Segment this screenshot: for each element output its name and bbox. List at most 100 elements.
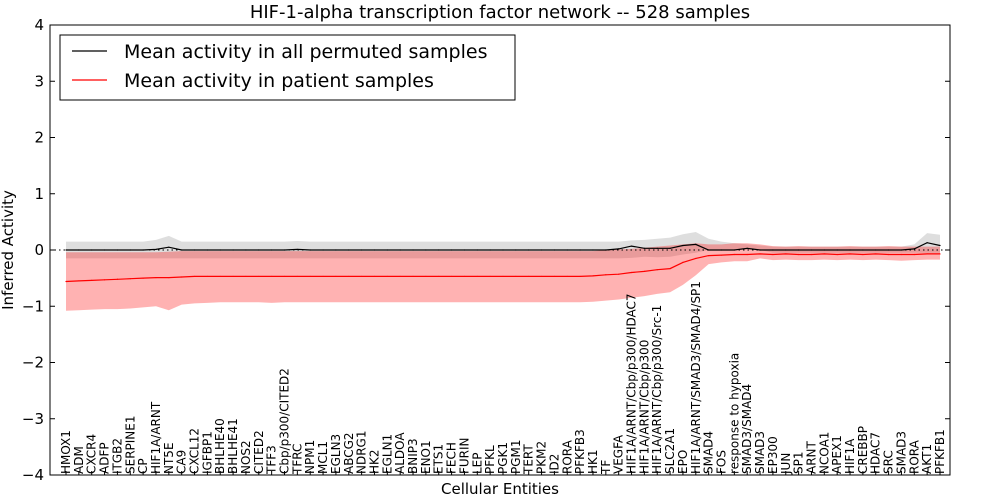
permuted-point-6 (142, 249, 144, 251)
permuted-point-9 (181, 249, 183, 251)
y-tick-label-5: 1 (34, 185, 44, 203)
permuted-point-1 (78, 249, 80, 251)
patient-point-42 (605, 274, 607, 276)
x-tick-label-22: ABCG2 (342, 432, 356, 474)
patient-point-1 (78, 280, 80, 282)
permuted-point-32 (476, 249, 478, 251)
permuted-point-58 (810, 249, 813, 251)
axes: −4 −3 −2 −1 0 1 2 3 4 (22, 16, 951, 484)
permuted-point-18 (296, 248, 298, 251)
patient-point-46 (656, 269, 658, 271)
patient-point-44 (630, 271, 633, 274)
x-tick-label-1: ADM (72, 446, 86, 474)
x-tick-label-35: PGM1 (509, 439, 523, 474)
permuted-point-22 (348, 249, 350, 251)
permuted-point-51 (720, 249, 723, 251)
patient-point-55 (772, 253, 774, 256)
y-tick-label-4: 0 (34, 241, 44, 259)
patient-point-35 (515, 275, 517, 278)
permuted-point-68 (939, 244, 941, 247)
patient-point-34 (502, 275, 504, 278)
permuted-point-42 (605, 249, 607, 251)
y-tick-label-0: −4 (22, 466, 44, 484)
x-tick-label-3: ADFP (98, 442, 112, 474)
patient-point-16 (271, 275, 273, 278)
patient-point-26 (399, 275, 401, 278)
permuted-point-8 (168, 246, 170, 248)
x-tick-label-67: AKT1 (920, 444, 934, 474)
x-tick-label-30: FECH (445, 442, 459, 474)
x-tick-label-46: HIF1A/ARNT/Cbp/p300/Src-1 (650, 305, 664, 474)
permuted-point-37 (540, 249, 543, 251)
permuted-point-27 (412, 249, 414, 251)
permuted-point-11 (206, 249, 208, 251)
permuted-point-38 (553, 249, 556, 251)
patient-point-37 (540, 275, 543, 278)
permuted-point-15 (258, 249, 260, 251)
plot-area (50, 232, 950, 311)
x-tick-label-56: JUN (779, 453, 793, 475)
chart-title: HIF-1-alpha transcription factor network… (250, 2, 750, 23)
patient-point-12 (219, 275, 221, 278)
patient-point-43 (618, 273, 620, 275)
x-tick-label-51: FOS (715, 450, 729, 474)
x-tick-label-62: CREBBP (856, 426, 870, 474)
patient-point-39 (566, 275, 568, 278)
permuted-point-33 (489, 249, 491, 251)
x-tick-label-14: NOS2 (239, 440, 253, 474)
patient-point-17 (283, 275, 286, 278)
x-tick-label-43: VEGFA (612, 434, 626, 474)
patient-point-6 (142, 277, 144, 279)
patient-point-27 (412, 275, 414, 278)
patient-point-36 (528, 275, 530, 278)
patient-point-66 (913, 253, 915, 256)
permuted-point-3 (103, 249, 106, 251)
permuted-point-13 (232, 249, 234, 251)
x-tick-label-5: SERPINE1 (123, 415, 137, 474)
permuted-point-16 (271, 249, 273, 251)
patient-point-28 (425, 275, 427, 278)
x-tick-label-44: HIF1A/ARNT/Cbp/p300/HDAC7 (625, 293, 639, 474)
permuted-point-10 (193, 249, 196, 251)
x-tick-label-25: EGLN1 (380, 434, 394, 474)
patient-point-20 (322, 275, 324, 278)
x-tick-label-33: PFKL (483, 445, 497, 474)
patient-point-33 (489, 275, 491, 278)
patient-point-49 (695, 257, 697, 260)
permuted-point-12 (219, 249, 221, 251)
permuted-point-20 (322, 249, 324, 251)
x-tick-label-45: HIF1A/ARNT/Cbp/p300 (637, 340, 651, 474)
x-axis-label: Cellular Entities (441, 480, 559, 498)
patient-point-57 (798, 253, 800, 256)
x-tick-label-10: CXCL12 (188, 428, 202, 474)
y-tick-label-3: −1 (22, 297, 44, 315)
x-tick-labels: HMOX1ADMCXCR4ADFPITGB2SERPINE1CPHIF1A/AR… (59, 281, 947, 475)
x-tick-label-11: IGFBP1 (200, 431, 214, 474)
x-tick-label-58: ARNT (805, 440, 819, 474)
x-tick-label-13: BHLHE41 (226, 418, 240, 474)
patient-point-5 (129, 278, 131, 280)
patient-point-22 (348, 275, 350, 278)
permuted-point-40 (579, 249, 581, 251)
x-tick-label-49: HIF1A/ARNT/SMAD3/SMAD4/SP1 (689, 281, 703, 474)
permuted-point-65 (900, 249, 903, 251)
x-tick-label-26: ALDOA (393, 432, 407, 474)
x-tick-label-53: SMAD3/SMAD4 (740, 384, 754, 474)
patient-point-7 (155, 276, 157, 279)
permuted-point-30 (450, 249, 453, 251)
patient-point-15 (258, 275, 260, 278)
x-tick-label-66: RORA (907, 439, 921, 474)
permuted-point-50 (708, 249, 710, 251)
patient-point-25 (386, 275, 388, 278)
x-tick-label-39: RORA (560, 439, 574, 474)
permuted-point-53 (746, 247, 748, 249)
x-tick-label-36: TERT (522, 444, 536, 475)
patient-point-18 (296, 275, 298, 278)
x-tick-label-23: NDRG1 (355, 431, 369, 475)
patient-point-61 (849, 253, 851, 255)
x-tick-label-37: PKM2 (535, 441, 549, 474)
patient-point-3 (103, 279, 106, 281)
x-tick-label-29: ETS1 (432, 444, 446, 474)
x-tick-label-7: HIF1A/ARNT (149, 401, 163, 474)
permuted-point-28 (425, 249, 427, 251)
